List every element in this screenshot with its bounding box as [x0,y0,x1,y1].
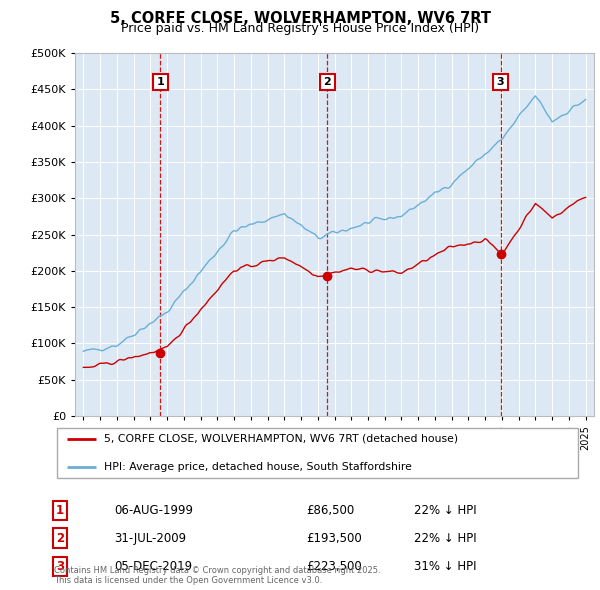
Text: 1: 1 [56,504,64,517]
Text: 2: 2 [56,532,64,545]
FancyBboxPatch shape [56,428,578,478]
Text: 5, CORFE CLOSE, WOLVERHAMPTON, WV6 7RT: 5, CORFE CLOSE, WOLVERHAMPTON, WV6 7RT [110,11,491,25]
Text: 22% ↓ HPI: 22% ↓ HPI [414,532,476,545]
Text: HPI: Average price, detached house, South Staffordshire: HPI: Average price, detached house, Sout… [104,462,412,472]
Text: 2: 2 [323,77,331,87]
Text: 31-JUL-2009: 31-JUL-2009 [114,532,186,545]
Text: 1: 1 [157,77,164,87]
Text: £223,500: £223,500 [306,560,362,573]
Text: 22% ↓ HPI: 22% ↓ HPI [414,504,476,517]
Text: 31% ↓ HPI: 31% ↓ HPI [414,560,476,573]
Text: 3: 3 [497,77,505,87]
Text: 05-DEC-2019: 05-DEC-2019 [114,560,192,573]
Text: £86,500: £86,500 [306,504,354,517]
Text: 06-AUG-1999: 06-AUG-1999 [114,504,193,517]
Text: Price paid vs. HM Land Registry's House Price Index (HPI): Price paid vs. HM Land Registry's House … [121,22,479,35]
Text: £193,500: £193,500 [306,532,362,545]
Text: Contains HM Land Registry data © Crown copyright and database right 2025.
This d: Contains HM Land Registry data © Crown c… [54,566,380,585]
Text: 3: 3 [56,560,64,573]
Text: 5, CORFE CLOSE, WOLVERHAMPTON, WV6 7RT (detached house): 5, CORFE CLOSE, WOLVERHAMPTON, WV6 7RT (… [104,434,458,444]
